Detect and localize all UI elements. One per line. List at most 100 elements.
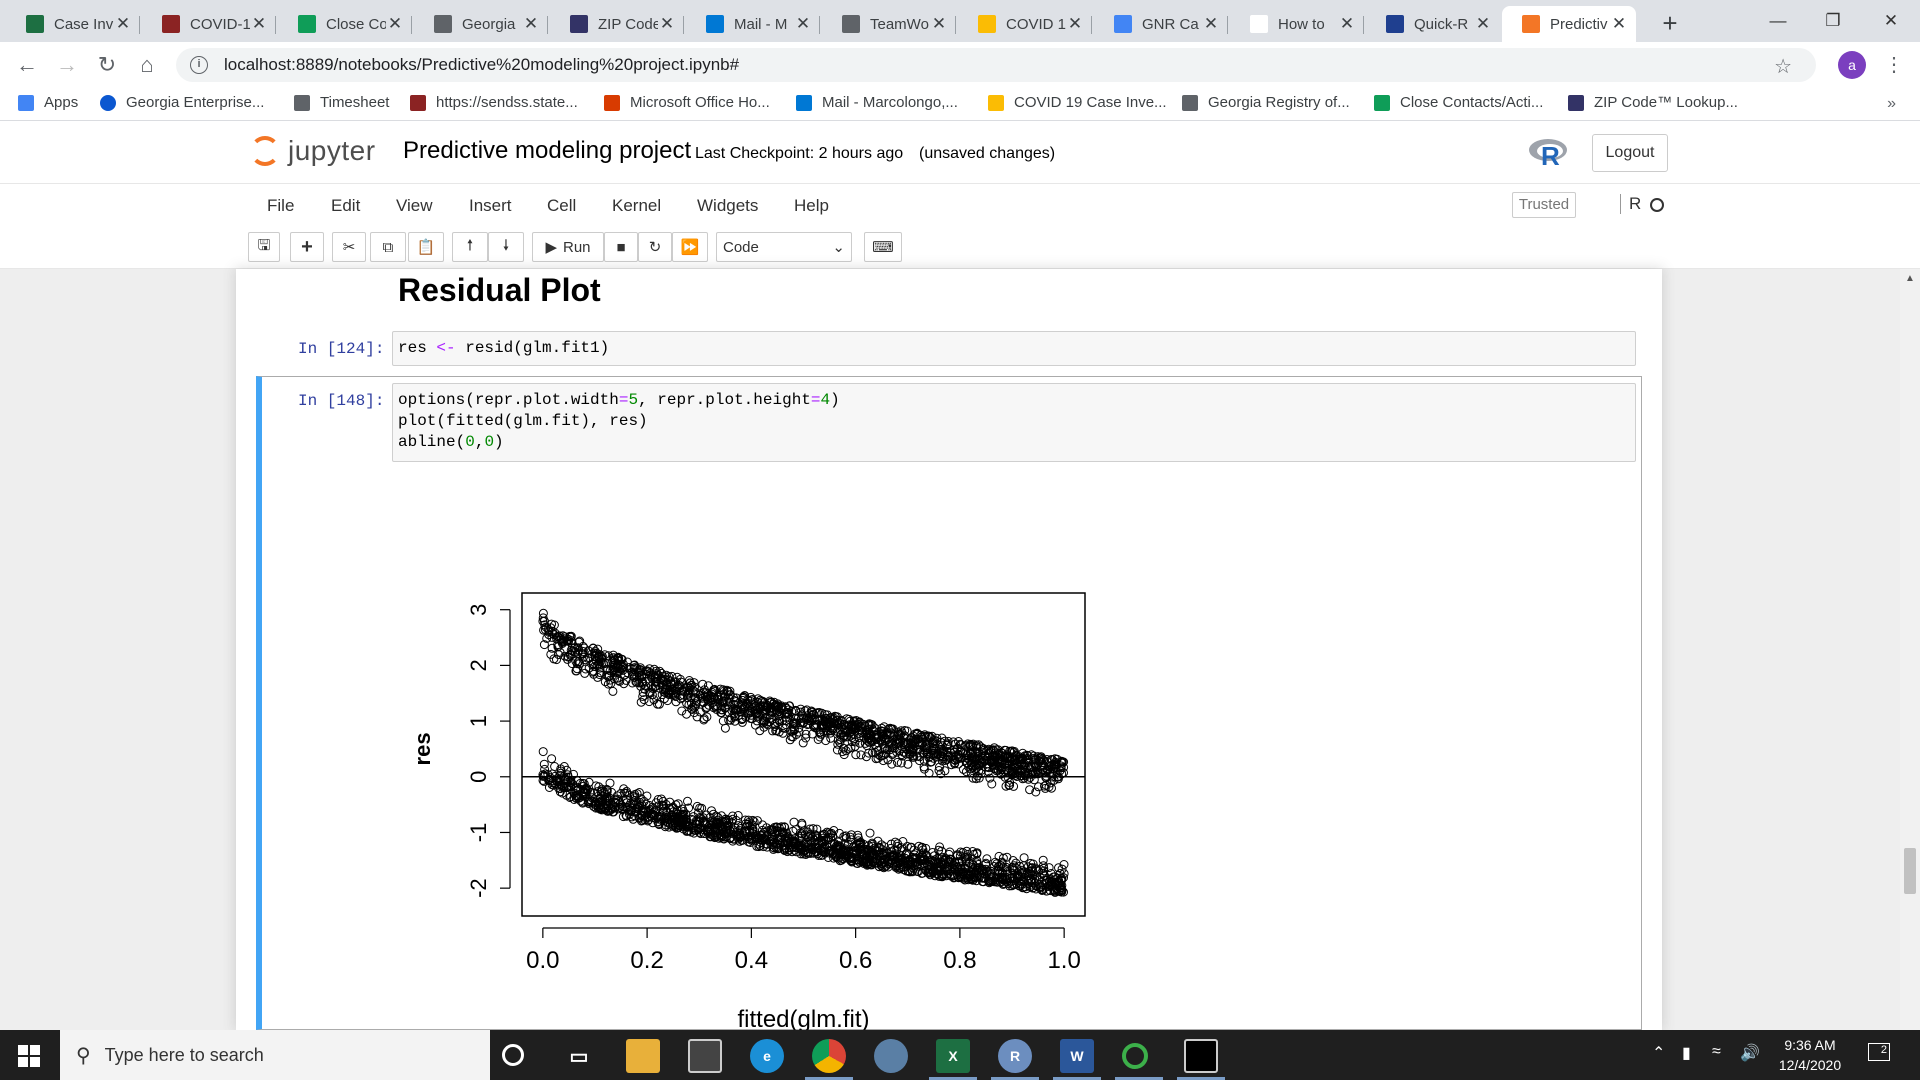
bookmark-item[interactable]: Timesheet	[294, 94, 389, 111]
bookmark-star-icon[interactable]: ☆	[1774, 56, 1792, 78]
menu-edit[interactable]: Edit	[331, 196, 361, 215]
back-arrow-icon[interactable]: ←	[16, 52, 38, 77]
chevron-up-icon[interactable]: ⌃	[1652, 1045, 1666, 1062]
menu-cell[interactable]: Cell	[547, 196, 577, 215]
battery-icon[interactable]: ▮	[1682, 1045, 1691, 1062]
browser-tab[interactable]: TeamWo ✕	[822, 6, 956, 42]
menu-insert[interactable]: Insert	[469, 196, 512, 215]
cortana-icon[interactable]	[502, 1044, 524, 1066]
browser-tab[interactable]: Case Inv ✕	[6, 6, 140, 42]
close-tab-icon[interactable]: ✕	[523, 14, 539, 33]
taskbar-search-box[interactable]: ⚲ Type here to search	[60, 1030, 490, 1080]
close-tab-icon[interactable]: ✕	[1203, 14, 1219, 33]
forward-arrow-icon[interactable]: →	[56, 52, 78, 77]
insert-cell-icon[interactable]: +	[290, 232, 324, 262]
close-tab-icon[interactable]: ✕	[795, 14, 811, 33]
selected-cell[interactable]	[256, 376, 1642, 1030]
edge-icon[interactable]: e	[750, 1039, 784, 1073]
store-icon[interactable]	[688, 1039, 722, 1073]
paste-icon[interactable]: 📋	[408, 232, 444, 262]
logout-button[interactable]: Logout	[1592, 134, 1668, 172]
restore-button[interactable]: ❐	[1825, 11, 1841, 30]
system-clock[interactable]: 9:36 AM 12/4/2020	[1770, 1035, 1850, 1075]
postgres-icon[interactable]	[874, 1039, 908, 1073]
minimize-button[interactable]: —	[1769, 11, 1787, 30]
menu-file[interactable]: File	[267, 196, 295, 215]
close-tab-icon[interactable]: ✕	[659, 14, 675, 33]
browser-tab[interactable]: Mail - M ✕	[686, 6, 820, 42]
wifi-icon[interactable]: ≈	[1712, 1043, 1721, 1060]
excel-icon[interactable]: X	[936, 1039, 970, 1073]
code-cell-input[interactable]: res <- resid(glm.fit1)	[392, 331, 1636, 366]
close-tab-icon[interactable]: ✕	[115, 14, 131, 33]
bookmarks-overflow-icon[interactable]: »	[1887, 95, 1896, 112]
move-down-icon[interactable]: 🠗	[488, 232, 524, 262]
browser-tab[interactable]: ZIP Code ✕	[550, 6, 684, 42]
trusted-indicator[interactable]: Trusted	[1512, 192, 1576, 218]
browser-tab[interactable]: How to ✕	[1230, 6, 1364, 42]
home-icon[interactable]: ⌂	[140, 52, 154, 77]
task-view-icon[interactable]: ▭	[569, 1045, 589, 1068]
close-tab-icon[interactable]: ✕	[251, 14, 267, 33]
reload-icon[interactable]: ↻	[97, 52, 117, 77]
browser-tab[interactable]: GNR Ca ✕	[1094, 6, 1228, 42]
menu-kernel[interactable]: Kernel	[612, 196, 662, 215]
r-gui-icon[interactable]: R	[998, 1039, 1032, 1073]
section-heading[interactable]: Residual Plot	[398, 272, 601, 308]
bookmark-item[interactable]: https://sendss.state...	[410, 94, 578, 111]
menu-widgets[interactable]: Widgets	[697, 196, 759, 215]
browser-menu-icon[interactable]: ⋮	[1884, 54, 1904, 76]
bookmark-item[interactable]: ZIP Code™ Lookup...	[1568, 94, 1738, 111]
close-tab-icon[interactable]: ✕	[1339, 14, 1355, 33]
keyboard-icon[interactable]: ⌨	[864, 232, 902, 262]
move-up-icon[interactable]: 🠕	[452, 232, 488, 262]
browser-tab[interactable]: COVID 1 ✕	[958, 6, 1092, 42]
close-window-button[interactable]: ✕	[1883, 11, 1899, 30]
scroll-up-icon[interactable]: ▲	[1905, 273, 1915, 284]
fast-forward-icon[interactable]: ⏩	[672, 232, 708, 262]
terminal-icon[interactable]	[1184, 1039, 1218, 1073]
scrollbar-thumb[interactable]	[1904, 848, 1916, 894]
notebook-name[interactable]: Predictive modeling project	[403, 137, 692, 164]
close-tab-icon[interactable]: ✕	[1475, 14, 1491, 33]
close-tab-icon[interactable]: ✕	[931, 14, 947, 33]
code-cell-input[interactable]: options(repr.plot.width=5, repr.plot.hei…	[392, 383, 1636, 462]
stop-icon[interactable]: ■	[604, 232, 638, 262]
close-tab-icon[interactable]: ✕	[1611, 14, 1627, 33]
browser-tab[interactable]: Quick-R ✕	[1366, 6, 1500, 42]
close-tab-icon[interactable]: ✕	[387, 14, 403, 33]
cut-icon[interactable]: ✂	[332, 232, 366, 262]
windows-start-icon[interactable]	[18, 1045, 40, 1067]
browser-tab[interactable]: COVID-1 ✕	[142, 6, 276, 42]
browser-tab[interactable]: Close Co ✕	[278, 6, 412, 42]
bookmark-item[interactable]: Mail - Marcolongo,...	[796, 94, 958, 111]
bookmark-item[interactable]: COVID 19 Case Inve...	[988, 94, 1167, 111]
info-icon[interactable]: i	[190, 56, 208, 74]
bookmark-item[interactable]: Close Contacts/Acti...	[1374, 94, 1543, 111]
profile-avatar[interactable]: a	[1838, 51, 1866, 79]
save-icon[interactable]: 🖫	[248, 232, 280, 262]
notification-center-icon[interactable]: 2	[1868, 1043, 1890, 1061]
address-bar[interactable]: i localhost:8889/notebooks/Predictive%20…	[176, 48, 1816, 82]
restart-icon[interactable]: ↻	[638, 232, 672, 262]
jupyter-logo[interactable]: jupyter	[250, 135, 376, 167]
new-tab-button[interactable]: +	[1662, 8, 1678, 38]
chrome-icon[interactable]	[812, 1039, 846, 1073]
sync-app-icon[interactable]	[1122, 1043, 1148, 1069]
bookmark-item[interactable]: Georgia Enterprise...	[100, 94, 264, 111]
menu-help[interactable]: Help	[794, 196, 829, 215]
cell-type-select[interactable]: Code ⌄	[716, 232, 852, 262]
bookmark-item[interactable]: Apps	[18, 94, 78, 111]
run-button[interactable]: ▶ Run	[532, 232, 604, 262]
close-tab-icon[interactable]: ✕	[1067, 14, 1083, 33]
browser-tab[interactable]: Georgia ✕	[414, 6, 548, 42]
bookmark-item[interactable]: Georgia Registry of...	[1182, 94, 1350, 111]
browser-tab[interactable]: Predictiv ✕	[1502, 6, 1636, 42]
word-icon[interactable]: W	[1060, 1039, 1094, 1073]
bookmark-item[interactable]: Microsoft Office Ho...	[604, 94, 770, 111]
volume-icon[interactable]: 🔊	[1740, 1045, 1760, 1062]
page-scrollbar[interactable]: ▲	[1900, 269, 1920, 1030]
copy-icon[interactable]: ⧉	[370, 232, 406, 262]
file-explorer-icon[interactable]	[626, 1039, 660, 1073]
menu-view[interactable]: View	[396, 196, 433, 215]
